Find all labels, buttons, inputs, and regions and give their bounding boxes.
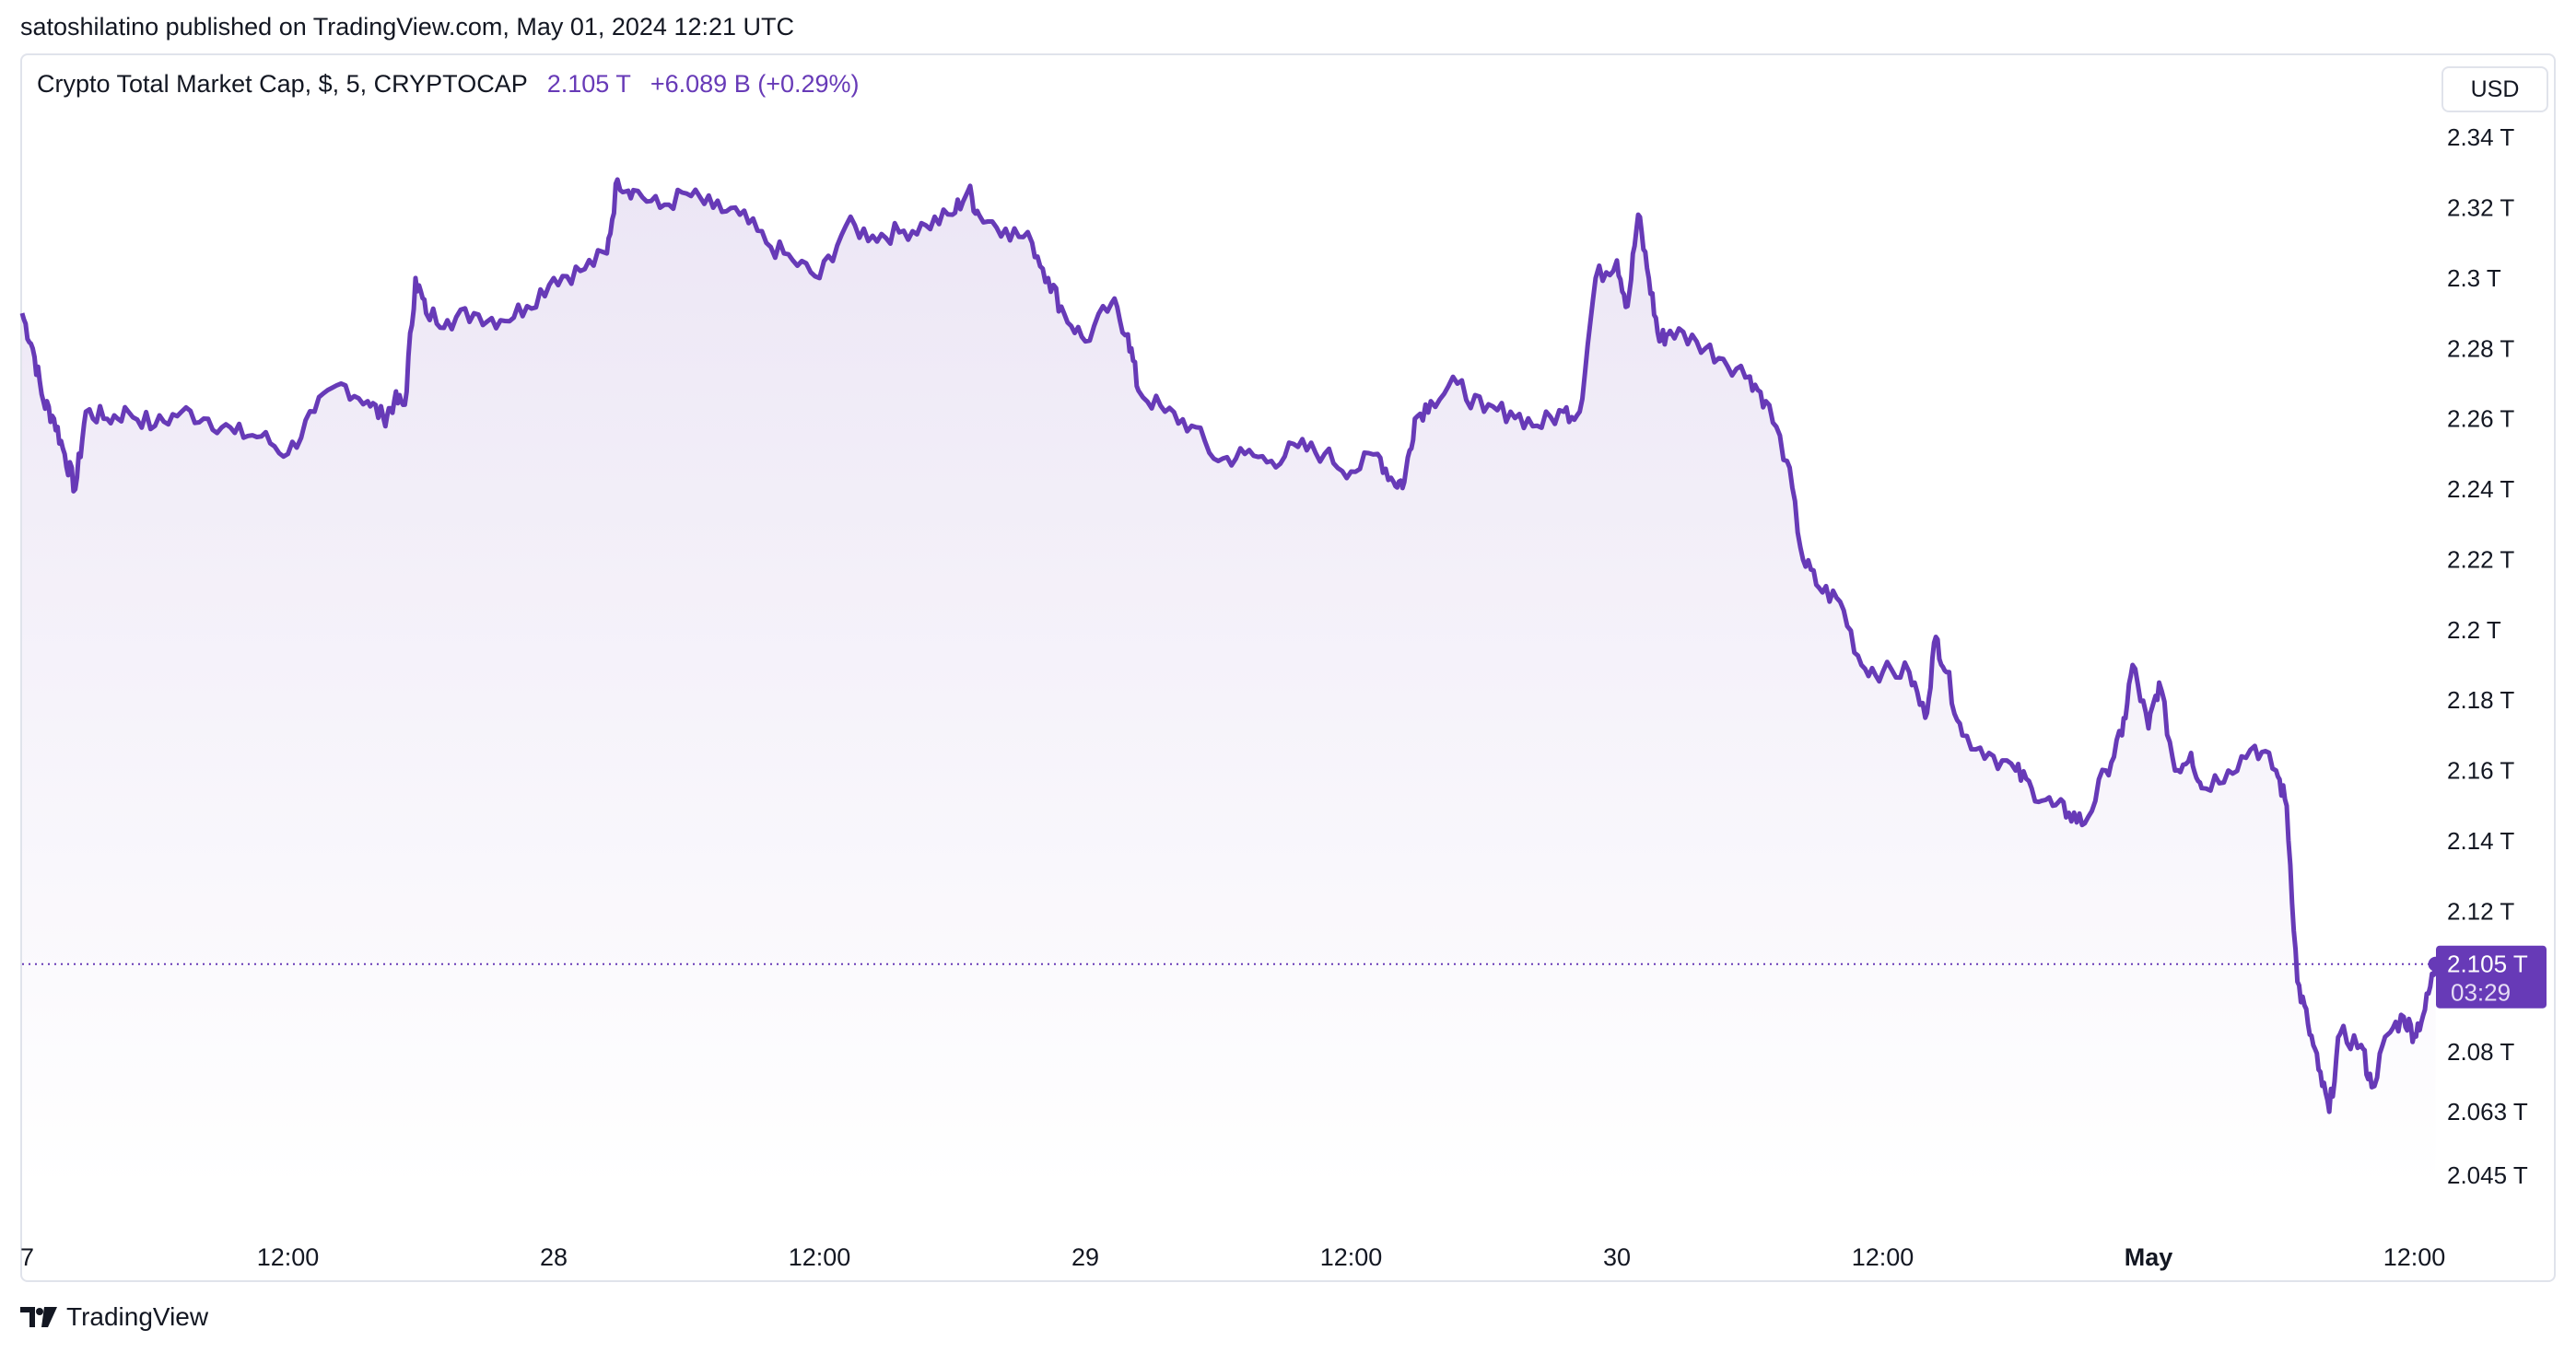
published-caption: satoshilatino published on TradingView.c… <box>20 13 795 41</box>
x-tick-label: 12:00 <box>257 1243 320 1271</box>
x-tick-label: 30 <box>1603 1243 1631 1271</box>
x-tick-label: 12:00 <box>2383 1243 2446 1271</box>
y-tick-label: 2.045 T <box>2447 1161 2528 1189</box>
x-tick-label: 29 <box>1071 1243 1099 1271</box>
price-change: +6.089 B (+0.29%) <box>650 70 860 98</box>
last-value: 2.105 T <box>546 70 631 98</box>
tradingview-logo[interactable]: TradingView <box>20 1302 208 1332</box>
y-tick-label: 2.24 T <box>2447 475 2514 503</box>
y-tick-label: 2.16 T <box>2447 757 2514 785</box>
y-tick-label: 2.26 T <box>2447 405 2514 433</box>
y-tick-label: 2.12 T <box>2447 897 2514 925</box>
last-price-label: 2.105 T <box>2447 951 2528 978</box>
y-tick-label: 2.08 T <box>2447 1038 2514 1066</box>
symbol-legend[interactable]: Crypto Total Market Cap, $, 5, CRYPTOCAP… <box>37 70 860 99</box>
y-tick-label: 2.2 T <box>2447 616 2501 644</box>
tradingview-logo-icon <box>20 1307 57 1327</box>
y-tick-label: 2.18 T <box>2447 686 2514 714</box>
y-tick-label: 2.32 T <box>2447 193 2514 221</box>
bar-countdown: 03:29 <box>2451 979 2511 1007</box>
y-tick-label: 2.34 T <box>2447 123 2514 151</box>
chart-frame <box>20 53 2556 1282</box>
x-tick-label: 12:00 <box>1852 1243 1914 1271</box>
x-tick-label: 7 <box>20 1243 34 1271</box>
price-area-fill <box>22 179 2436 1188</box>
y-tick-label: 2.22 T <box>2447 545 2514 573</box>
symbol-name: Crypto Total Market Cap, $, 5, CRYPTOCAP <box>37 70 528 98</box>
currency-button[interactable]: USD <box>2441 66 2548 112</box>
x-tick-label: May <box>2125 1243 2173 1271</box>
y-tick-label: 2.3 T <box>2447 264 2501 292</box>
x-tick-label: 12:00 <box>789 1243 851 1271</box>
y-tick-label: 2.14 T <box>2447 827 2514 855</box>
tradingview-brand: TradingView <box>66 1302 209 1331</box>
x-tick-label: 28 <box>540 1243 568 1271</box>
y-tick-label: 2.28 T <box>2447 334 2514 362</box>
x-tick-label: 12:00 <box>1320 1243 1383 1271</box>
y-tick-label: 2.063 T <box>2447 1098 2528 1126</box>
last-price-badge <box>2436 945 2547 1009</box>
price-line <box>19 177 2439 1114</box>
